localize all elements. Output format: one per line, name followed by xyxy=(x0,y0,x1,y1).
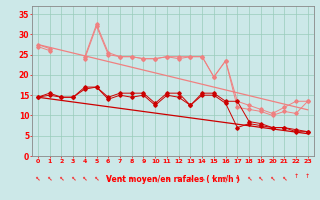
Text: ←: ← xyxy=(93,174,100,181)
X-axis label: Vent moyen/en rafales ( km/h ): Vent moyen/en rafales ( km/h ) xyxy=(106,175,240,184)
Text: ←: ← xyxy=(175,174,182,181)
Text: ←: ← xyxy=(152,174,159,181)
Text: ←: ← xyxy=(198,174,206,181)
Text: ←: ← xyxy=(116,174,124,181)
Text: ←: ← xyxy=(257,174,264,181)
Text: ↑: ↑ xyxy=(305,174,310,179)
Text: ←: ← xyxy=(81,174,88,181)
Text: ←: ← xyxy=(34,174,42,181)
Text: ←: ← xyxy=(163,174,171,181)
Text: ←: ← xyxy=(69,174,77,181)
Text: ←: ← xyxy=(140,174,147,181)
Text: ←: ← xyxy=(105,174,112,181)
Text: ↑: ↑ xyxy=(293,174,299,179)
Text: ←: ← xyxy=(128,174,135,181)
Text: ←: ← xyxy=(58,174,65,181)
Text: ←: ← xyxy=(187,174,194,181)
Text: ←: ← xyxy=(281,174,288,181)
Text: ←: ← xyxy=(222,174,229,181)
Text: ←: ← xyxy=(46,174,53,181)
Text: ←: ← xyxy=(269,174,276,181)
Text: ←: ← xyxy=(245,174,253,181)
Text: ←: ← xyxy=(210,174,218,181)
Text: ←: ← xyxy=(234,174,241,181)
